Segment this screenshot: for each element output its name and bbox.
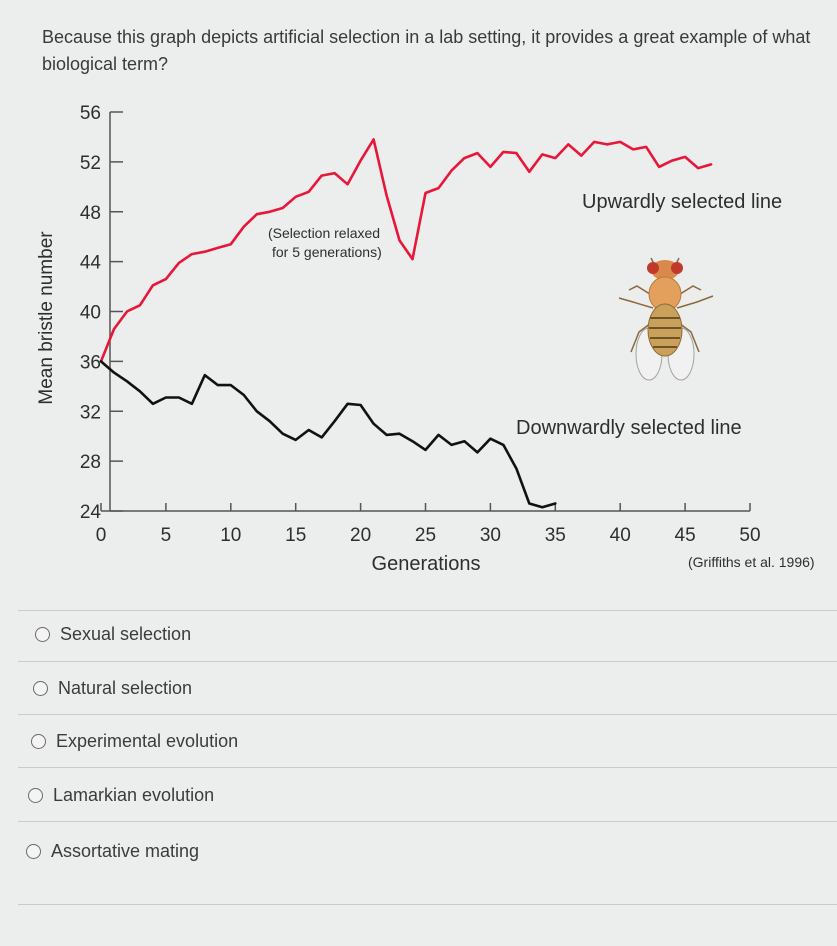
x-tick-label: 20 [350,525,371,546]
upward-series-label: Upwardly selected line [582,191,782,213]
y-tick-label: 40 [80,303,101,324]
x-tick-label: 45 [675,525,696,546]
source-citation: (Griffiths et al. 1996) [688,554,815,570]
upward-series-line [99,138,713,363]
x-tick-label: 35 [545,525,566,546]
option-label: Experimental evolution [56,731,239,751]
option-sexual-selection[interactable]: Sexual selection [35,624,191,645]
question-text: Because this graph depicts artificial se… [42,27,811,74]
y-tick-label: 36 [80,352,101,373]
x-tick-label: 50 [739,525,760,546]
downward-series-label: Downwardly selected line [516,417,742,439]
option-label: Sexual selection [60,624,192,644]
radio-button[interactable] [26,844,41,859]
fruit-fly-icon [618,257,714,381]
x-axis: 0 5 10 15 20 25 30 35 40 45 50 [96,503,761,546]
radio-button[interactable] [35,627,50,642]
option-experimental-evolution[interactable]: Experimental evolution [31,731,238,752]
y-tick-label: 48 [80,203,101,224]
option-natural-selection[interactable]: Natural selection [33,678,192,699]
separator [18,821,837,822]
y-tick-label: 52 [80,153,101,174]
y-tick-label: 56 [80,103,101,124]
x-tick-label: 30 [480,525,501,546]
annotation-line-1: (Selection relaxed [268,225,380,241]
y-tick-label: 24 [80,502,102,523]
x-tick-label: 25 [415,525,436,546]
annotation-line-2: for 5 generations) [272,244,382,260]
separator [18,714,837,715]
x-tick-label: 15 [285,525,306,546]
y-tick-label: 28 [80,452,101,473]
separator [18,661,837,662]
y-tick-label: 32 [80,402,101,423]
x-axis-label: Generations [372,553,481,575]
downward-series-line [99,360,557,509]
separator [18,610,837,611]
option-label: Assortative mating [51,841,200,861]
y-tick-label: 44 [80,253,102,274]
x-tick-label: 10 [220,525,241,546]
x-tick-label: 40 [610,525,631,546]
radio-button[interactable] [28,788,43,803]
radio-button[interactable] [31,734,46,749]
radio-button[interactable] [33,681,48,696]
option-label: Lamarkian evolution [53,785,215,805]
option-assortative-mating[interactable]: Assortative mating [26,841,199,862]
option-label: Natural selection [58,678,193,698]
separator [18,904,837,905]
chart-lines [99,138,713,509]
y-axis: 24 28 32 36 40 44 48 52 56 [80,103,123,523]
x-tick-label: 0 [96,525,107,546]
separator [18,767,837,768]
y-axis-label: Mean bristle number [36,231,57,405]
option-lamarkian-evolution[interactable]: Lamarkian evolution [28,785,214,806]
x-tick-label: 5 [161,525,172,546]
